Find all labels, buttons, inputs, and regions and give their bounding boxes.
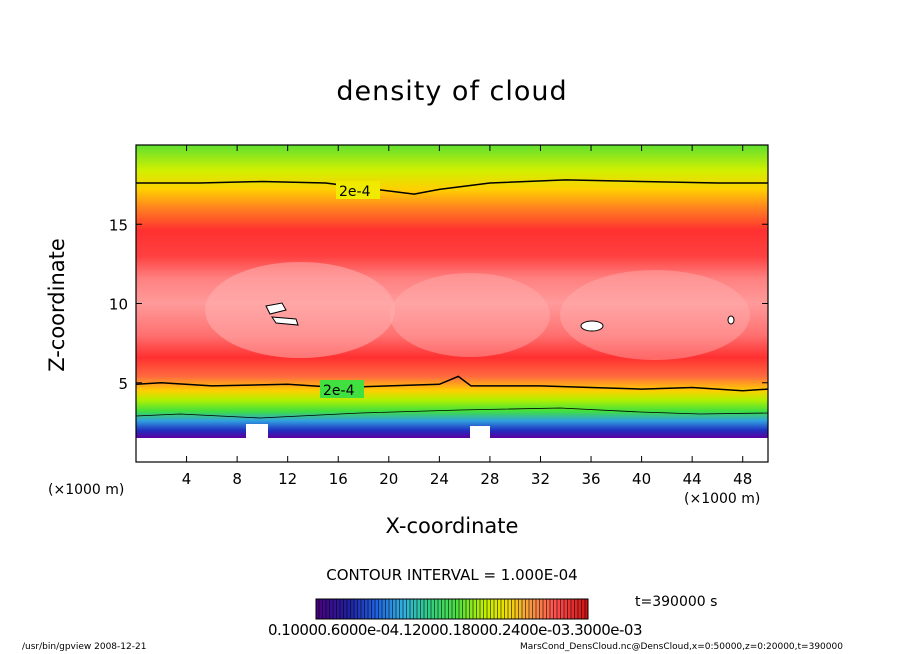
cloud-gap: [470, 426, 490, 438]
closed-contour: [271, 316, 299, 326]
x-tick-label: 40: [632, 470, 651, 488]
footer-command: /usr/bin/gpview 2008-12-21: [22, 642, 147, 652]
x-tick-label: 12: [278, 470, 297, 488]
y-tick-label: 15: [109, 216, 128, 234]
contour-line-low: [135, 407, 769, 419]
x-tick-label: 8: [232, 470, 242, 488]
y-tick-label: 5: [118, 375, 128, 393]
closed-contour: [580, 320, 604, 332]
x-tick-label: 36: [581, 470, 600, 488]
x-axis-ticks: 4 8 12 16 20 24 28 32 36 40 44 48: [182, 145, 752, 488]
x-tick-label: 48: [733, 470, 752, 488]
y-tick-label: 10: [109, 296, 128, 314]
cloud-gap: [246, 424, 268, 438]
contour-label-bottom: 2e-4: [323, 383, 355, 399]
contour-label-bg: [336, 181, 380, 199]
closed-contour: [265, 302, 287, 315]
vortex-region-left: [205, 262, 395, 358]
colorbar-frame: [315, 598, 589, 620]
footer-source: MarsCond_DensCloud.nc@DensCloud,x=0:5000…: [520, 642, 843, 652]
colorbar-labels: 0.10000.6000e-04.12000.18000.2400e-03.30…: [268, 621, 643, 639]
vortex-region-right: [560, 270, 750, 360]
vortex-region-middle: [390, 273, 550, 357]
x-tick-label: 28: [480, 470, 499, 488]
x-axis-label: X-coordinate: [385, 514, 519, 538]
colorbar-levels: [316, 599, 588, 619]
x-tick-label: 44: [683, 470, 702, 488]
contour-line-bottom: [135, 375, 769, 392]
contour-interval-text: CONTOUR INTERVAL = 1.000E-04: [326, 566, 578, 584]
contour-label-bg: [320, 380, 364, 398]
time-label: t=390000 s: [635, 594, 718, 610]
x-axis-unit: (×1000 m): [684, 491, 761, 507]
x-tick-label: 32: [531, 470, 550, 488]
chart-title: density of cloud: [336, 76, 568, 107]
contour-line-top: [136, 179, 768, 195]
x-tick-label: 16: [329, 470, 348, 488]
y-axis-unit: (×1000 m): [48, 482, 125, 498]
x-tick-label: 20: [379, 470, 398, 488]
y-axis-ticks: 5 10 15: [109, 216, 768, 393]
x-tick-label: 4: [182, 470, 192, 488]
closed-contour: [727, 315, 735, 325]
x-tick-label: 24: [430, 470, 449, 488]
contour-label-top: 2e-4: [339, 184, 371, 200]
